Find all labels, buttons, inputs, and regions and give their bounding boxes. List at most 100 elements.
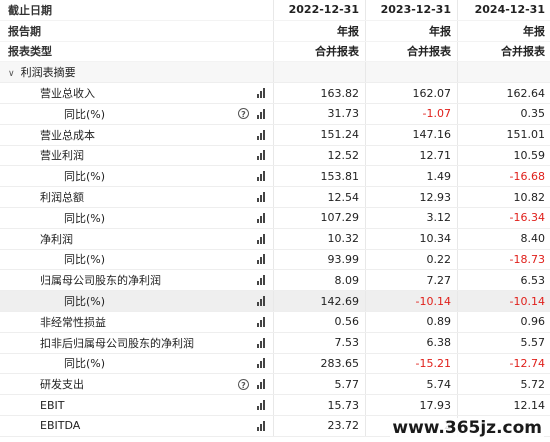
table-row[interactable]: 非经常性损益 0.56 0.89 0.96 (0, 311, 550, 333)
watermark: www.365jz.com (390, 418, 544, 438)
row-value: 6.38 (365, 332, 457, 353)
section-value-empty (273, 62, 365, 83)
row-label: 同比(%) (64, 170, 106, 184)
bar-chart-icon[interactable] (257, 129, 267, 140)
table-row[interactable]: 同比(%) 283.65 -15.21 -12.74 (0, 353, 550, 375)
row-value: -16.68 (457, 166, 549, 187)
row-icons (257, 208, 267, 228)
row-value: 7.53 (273, 332, 365, 353)
row-label: EBITDA (40, 419, 81, 433)
row-label-cell: 归属母公司股东的净利润 (0, 270, 273, 290)
bar-chart-icon[interactable] (257, 233, 267, 244)
row-value: 93.99 (273, 249, 365, 270)
row-label: 净利润 (40, 232, 73, 246)
row-value: 147.16 (365, 124, 457, 145)
row-value: 5.74 (365, 374, 457, 395)
row-value: 17.93 (365, 395, 457, 415)
bar-chart-icon[interactable] (257, 420, 267, 431)
row-label-cell: EBITDA (0, 416, 273, 436)
row-value: 151.24 (273, 124, 365, 145)
row-value: 5.72 (457, 374, 549, 395)
row-label-cell: 营业总收入 (0, 83, 273, 103)
data-rows: 营业总收入 163.82 162.07 162.64 同比(%)? 31.73 -1.07 0… (0, 83, 550, 437)
table-row[interactable]: 营业利润 12.52 12.71 10.59 (0, 145, 550, 167)
row-label-cell: EBIT (0, 395, 273, 415)
section-value-empty (457, 62, 549, 83)
row-value: -18.73 (457, 249, 549, 270)
row-value: 162.07 (365, 83, 457, 103)
header-value: 2024-12-31 (457, 0, 549, 20)
row-value: 0.89 (365, 311, 457, 332)
row-icons (257, 229, 267, 249)
bar-chart-icon[interactable] (257, 275, 267, 286)
row-label: 同比(%) (64, 211, 106, 225)
table-row[interactable]: 研发支出? 5.77 5.74 5.72 (0, 374, 550, 396)
table-row[interactable]: 同比(%) 93.99 0.22 -18.73 (0, 249, 550, 271)
bar-chart-icon[interactable] (257, 316, 267, 327)
row-label: 扣非后归属母公司股东的净利润 (40, 336, 194, 350)
table-row[interactable]: 利润总额 12.54 12.93 10.82 (0, 187, 550, 208)
row-value: -10.14 (365, 291, 457, 311)
table-row[interactable]: 净利润 10.32 10.34 8.40 (0, 228, 550, 250)
header-value: 合并报表 (365, 41, 457, 62)
row-label-cell: 营业利润 (0, 146, 273, 166)
help-icon[interactable]: ? (238, 108, 249, 120)
row-value: -16.34 (457, 207, 549, 228)
bar-chart-icon[interactable] (257, 88, 267, 99)
header-rows: 截止日期 2022-12-31 2023-12-31 2024-12-31 报告… (0, 0, 550, 63)
table-row[interactable]: 同比(%) 107.29 3.12 -16.34 (0, 207, 550, 229)
bar-chart-icon[interactable] (257, 212, 267, 223)
bar-chart-icon[interactable] (257, 358, 267, 369)
row-label: 营业利润 (40, 149, 84, 163)
table-row[interactable]: 同比(%) 153.81 1.49 -16.68 (0, 166, 550, 188)
row-label: EBIT (40, 398, 65, 412)
row-icons (257, 312, 267, 332)
row-label: 同比(%) (64, 357, 106, 371)
row-value: 7.27 (365, 270, 457, 291)
row-value: 10.59 (457, 145, 549, 166)
row-value: 5.57 (457, 332, 549, 353)
table-row[interactable]: 同比(%)? 31.73 -1.07 0.35 (0, 103, 550, 125)
row-label-cell: 利润总额 (0, 187, 273, 207)
bar-chart-icon[interactable] (257, 171, 267, 182)
section-label-cell: ∨ 利润表摘要 (0, 62, 273, 82)
row-label-cell: 同比(%) (0, 291, 273, 311)
bar-chart-icon[interactable] (257, 379, 267, 390)
row-label-cell: 同比(%) (0, 250, 273, 270)
row-icons (257, 125, 267, 145)
header-value: 2023-12-31 (365, 0, 457, 20)
row-icons (257, 166, 267, 186)
row-label-cell: 扣非后归属母公司股东的净利润 (0, 333, 273, 353)
bar-chart-icon[interactable] (257, 192, 267, 203)
table-row[interactable]: 归属母公司股东的净利润 8.09 7.27 6.53 (0, 270, 550, 292)
row-icons: ? (238, 374, 267, 394)
header-value: 年报 (365, 20, 457, 41)
bar-chart-icon[interactable] (257, 337, 267, 348)
row-label-cell: 营业总成本 (0, 125, 273, 145)
bar-chart-icon[interactable] (257, 150, 267, 161)
header-label-cell: 报告期 (0, 21, 273, 41)
row-label-cell: 非经常性损益 (0, 312, 273, 332)
row-icons (257, 291, 267, 311)
bar-chart-icon[interactable] (257, 108, 267, 119)
table-row[interactable]: 营业总成本 151.24 147.16 151.01 (0, 124, 550, 146)
row-value: 163.82 (273, 83, 365, 103)
header-value: 合并报表 (273, 41, 365, 62)
table-row[interactable]: 营业总收入 163.82 162.07 162.64 (0, 83, 550, 104)
row-value: -12.74 (457, 353, 549, 374)
bar-chart-icon[interactable] (257, 254, 267, 265)
section-value-empty (365, 62, 457, 83)
table-row[interactable]: EBIT 15.73 17.93 12.14 (0, 395, 550, 416)
row-value: 12.54 (273, 187, 365, 207)
row-icons (257, 187, 267, 207)
table-row[interactable]: 同比(%) 142.69 -10.14 -10.14 (0, 291, 550, 312)
table-row[interactable]: 扣非后归属母公司股东的净利润 7.53 6.38 5.57 (0, 332, 550, 354)
chevron-down-icon[interactable]: ∨ (8, 69, 15, 80)
help-icon[interactable]: ? (238, 378, 249, 390)
bar-chart-icon[interactable] (257, 296, 267, 307)
row-label: 非经常性损益 (40, 315, 106, 329)
row-value: 12.93 (365, 187, 457, 207)
bar-chart-icon[interactable] (257, 400, 267, 411)
section-income-summary[interactable]: ∨ 利润表摘要 (0, 62, 550, 84)
row-label: 营业总收入 (40, 87, 95, 101)
